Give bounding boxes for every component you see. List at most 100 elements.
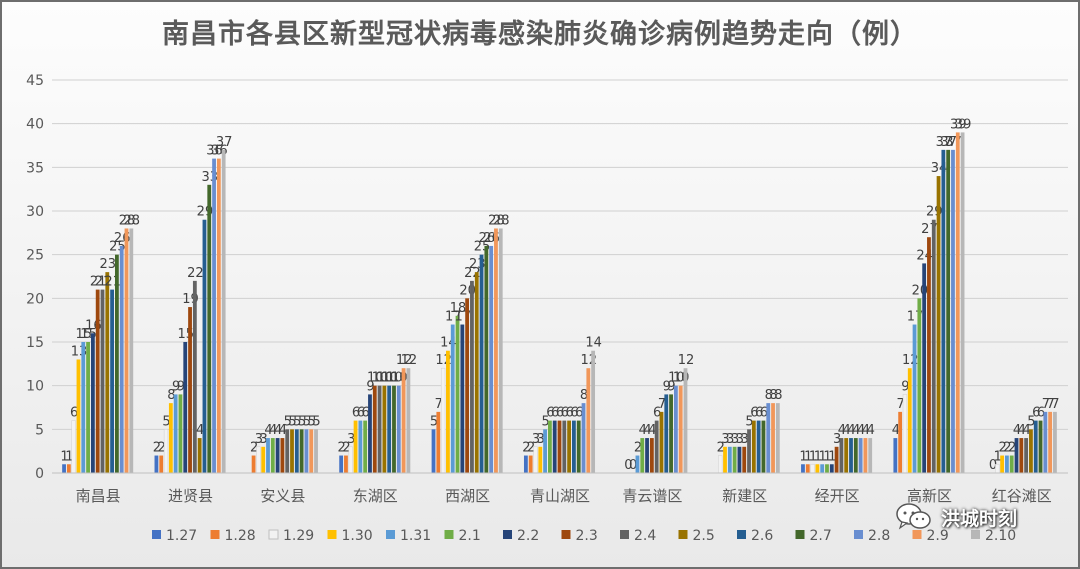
bar	[946, 149, 951, 473]
data-label: 5	[308, 414, 316, 429]
bar	[124, 228, 129, 473]
bar	[494, 228, 498, 473]
data-label: 21	[90, 275, 107, 290]
data-label: 3	[833, 432, 841, 447]
bar	[465, 298, 470, 473]
data-label: 6	[352, 406, 360, 421]
x-tick-label: 进贤县	[168, 487, 213, 505]
data-label: 4	[1013, 423, 1021, 438]
bar	[751, 420, 756, 473]
data-label: 4	[196, 423, 204, 438]
bar	[825, 464, 829, 473]
data-label: 10	[381, 371, 398, 386]
bar	[844, 438, 849, 473]
bar	[562, 420, 567, 473]
bar	[893, 438, 898, 473]
bar	[474, 272, 479, 473]
x-tick-label: 南昌县	[76, 487, 121, 505]
x-tick-label: 红谷滩区	[992, 487, 1052, 505]
bar	[183, 342, 188, 473]
data-label: 8	[769, 388, 777, 403]
data-label: 4	[862, 423, 870, 438]
data-label: 4	[847, 423, 855, 438]
legend-label: 2.6	[751, 528, 773, 544]
data-label: 28	[488, 213, 505, 228]
bar	[368, 394, 372, 473]
bar	[1048, 411, 1053, 473]
bar	[922, 263, 927, 473]
bar	[640, 438, 645, 473]
data-label: 4	[867, 423, 875, 438]
data-label: 3	[260, 432, 268, 447]
bar	[543, 429, 547, 473]
data-label: 6	[546, 406, 554, 421]
data-label: 39	[950, 117, 967, 132]
bar	[382, 385, 387, 473]
data-label: 10	[377, 371, 394, 386]
bar	[353, 420, 358, 473]
legend-swatch	[327, 530, 337, 539]
data-label: 7	[658, 397, 666, 412]
y-tick-label: 10	[26, 379, 44, 395]
data-label: 5	[312, 414, 320, 429]
data-label: 6	[653, 406, 661, 421]
bar	[917, 298, 922, 473]
legend-swatch	[971, 530, 980, 539]
data-label: 2	[153, 441, 161, 456]
data-label: 14	[585, 336, 602, 351]
data-label: 9	[663, 379, 671, 394]
data-label: 23	[100, 257, 117, 272]
data-label: 5	[293, 414, 301, 429]
legend-label: 2.1	[459, 528, 481, 544]
bar	[173, 394, 178, 473]
data-label: 1	[994, 449, 1002, 464]
bar	[377, 385, 382, 473]
y-tick-label: 35	[26, 160, 44, 176]
x-tick-label: 西湖区	[445, 487, 490, 505]
bar	[114, 254, 119, 473]
bar	[290, 429, 294, 473]
legend-swatch	[152, 530, 161, 539]
data-label: 6	[760, 406, 768, 421]
bar	[90, 333, 95, 473]
bar	[576, 420, 581, 473]
bar	[105, 272, 110, 473]
x-tick-label: 经开区	[815, 487, 860, 505]
watermark: 洪城时刻	[895, 502, 1017, 532]
bar	[936, 176, 941, 474]
y-tick-label: 45	[26, 73, 44, 89]
bar	[960, 132, 965, 473]
bar	[100, 289, 105, 473]
data-label: 9	[177, 379, 185, 394]
bar	[815, 464, 820, 473]
bar	[344, 455, 348, 473]
data-label: 8	[774, 388, 782, 403]
bar	[406, 368, 411, 473]
data-label: 6	[755, 406, 763, 421]
data-label: 3	[721, 432, 729, 447]
data-label: 2	[522, 441, 530, 456]
data-label: 7	[435, 397, 443, 412]
bar	[348, 446, 353, 474]
data-label: 12	[401, 353, 418, 368]
legend-swatch	[737, 530, 746, 539]
bar	[261, 446, 266, 473]
bar	[1000, 455, 1005, 473]
bar	[552, 420, 557, 473]
data-label: 0	[989, 458, 997, 473]
bar	[742, 446, 747, 473]
legend-label: 1.31	[400, 528, 431, 544]
bar	[727, 446, 732, 473]
bar	[436, 411, 441, 473]
bar	[387, 385, 392, 473]
bar	[907, 368, 912, 473]
bar	[775, 403, 780, 473]
bar	[1009, 455, 1014, 473]
bar	[927, 237, 931, 473]
bar	[1019, 438, 1024, 473]
data-label: 4	[264, 423, 272, 438]
bar	[440, 367, 446, 474]
legend-label: 1.29	[283, 528, 314, 544]
data-label: 0	[629, 458, 637, 473]
